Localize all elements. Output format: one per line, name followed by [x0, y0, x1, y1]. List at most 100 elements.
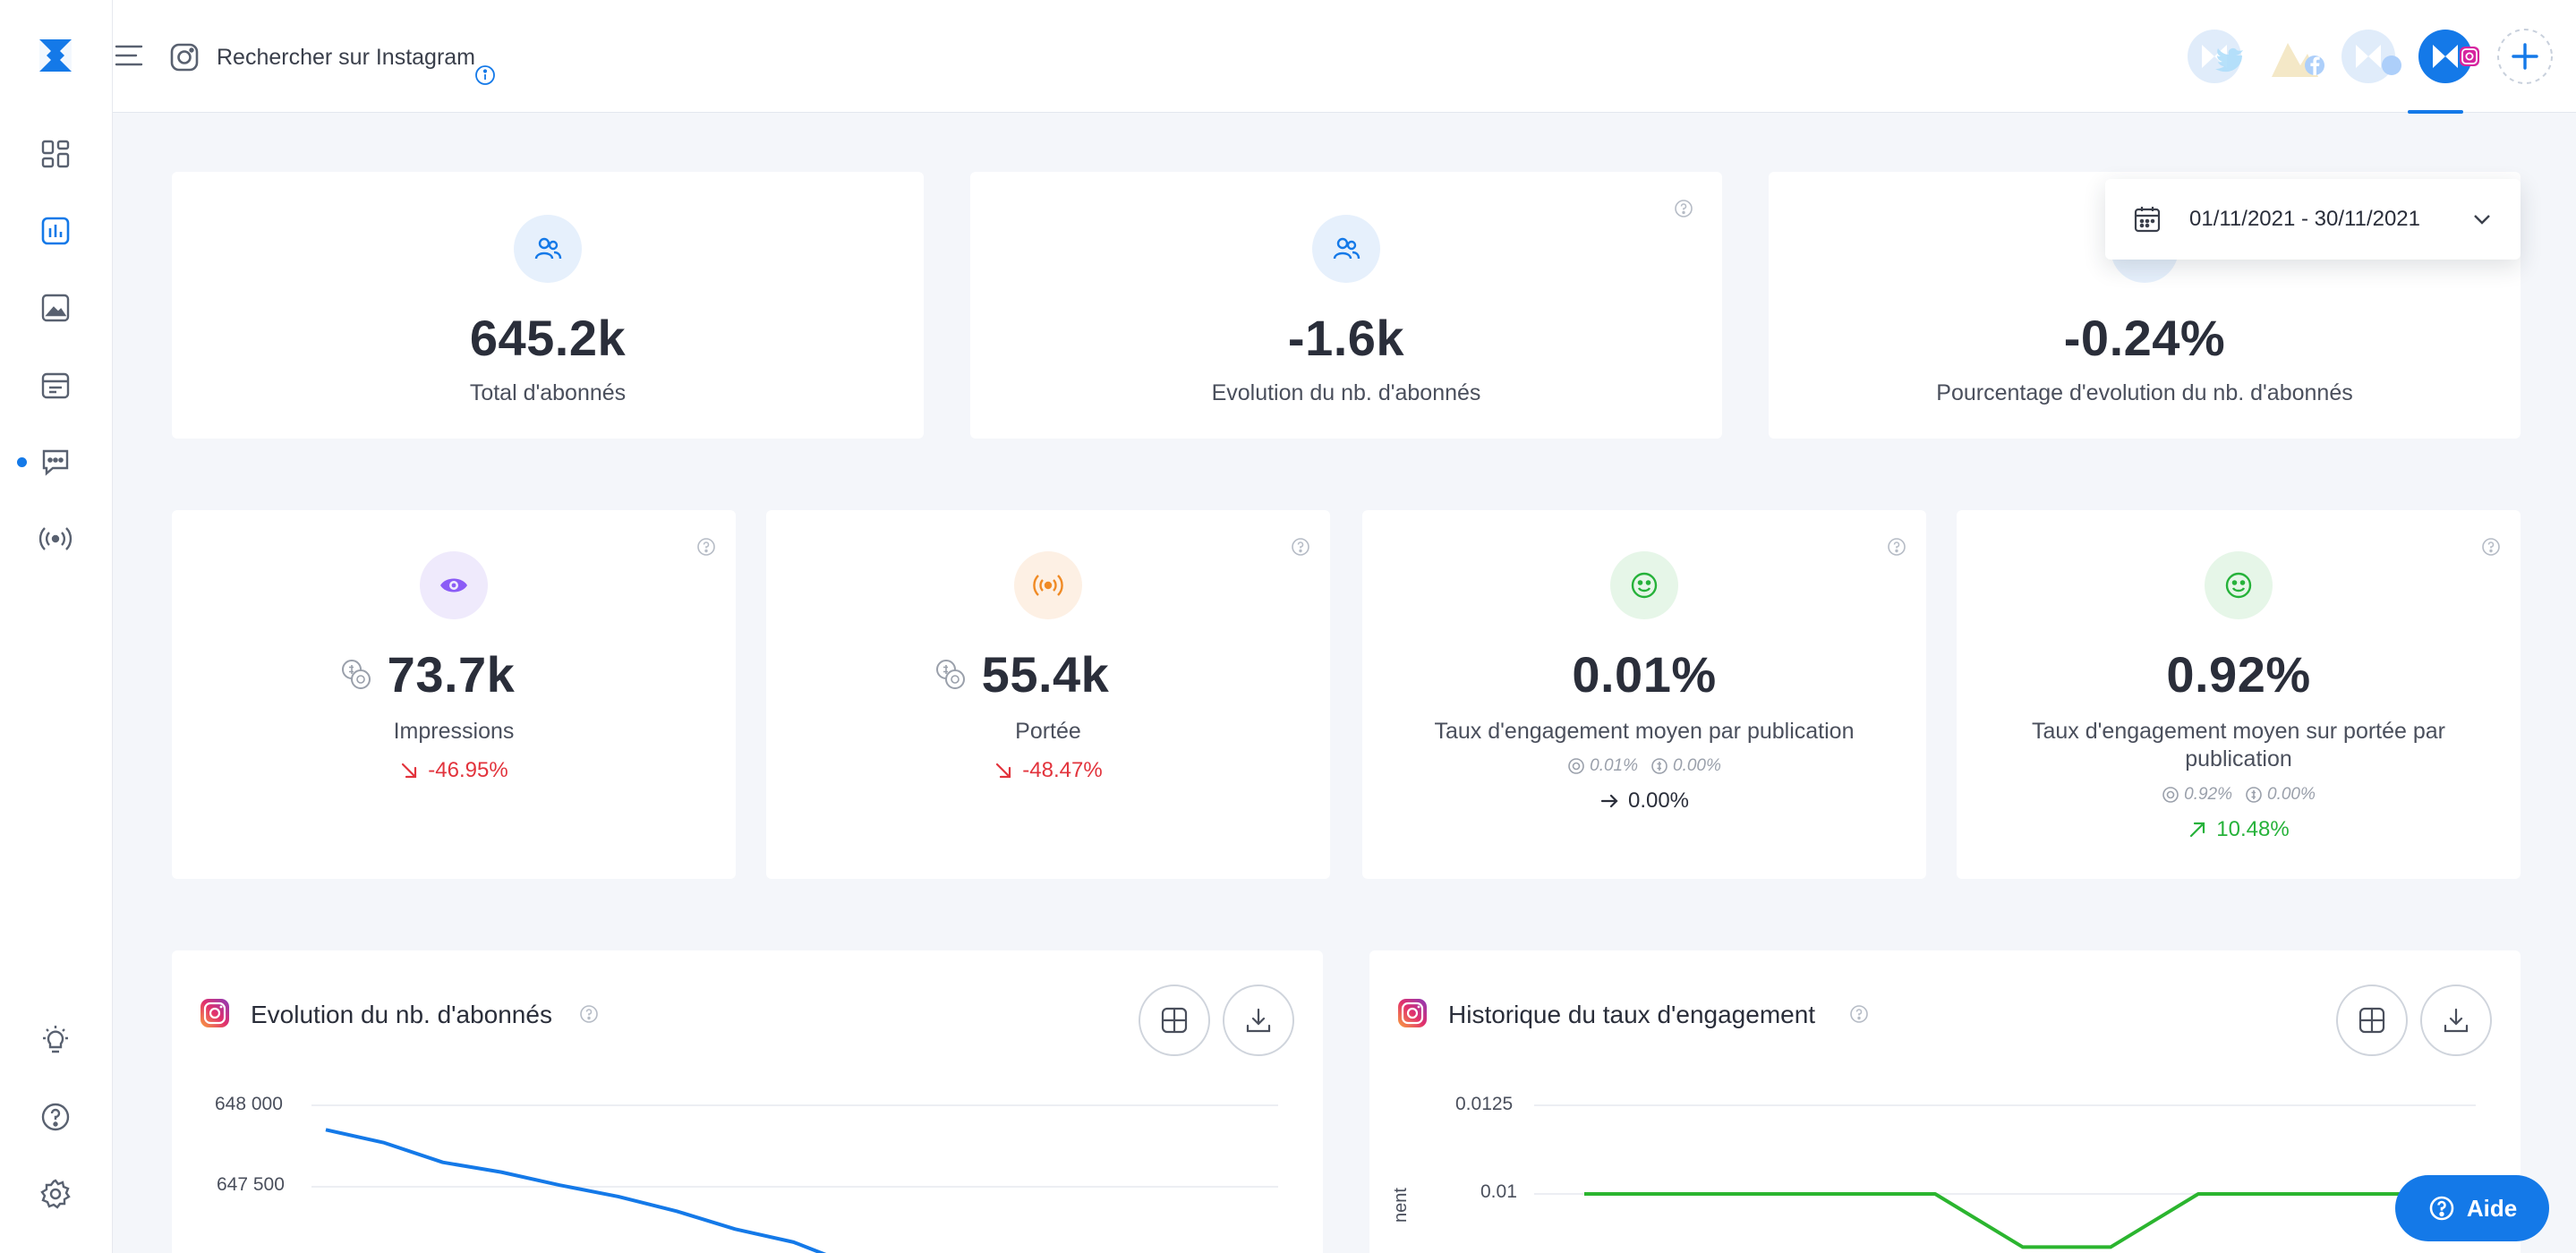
stat-label: Pourcentage d'evolution du nb. d'abonnés	[1936, 380, 2353, 405]
info-icon[interactable]	[474, 64, 496, 86]
download-button[interactable]	[1223, 984, 1294, 1056]
series-line	[1584, 1192, 2461, 1249]
organic-value: 0.01%	[1590, 756, 1638, 776]
series-line	[325, 1128, 827, 1253]
smiley-icon	[1610, 551, 1678, 619]
delta-badge: -46.95%	[399, 758, 508, 783]
help-tooltip-icon[interactable]	[696, 537, 716, 557]
followers-icon	[1312, 215, 1380, 283]
date-range-picker[interactable]: 01/11/2021 - 30/11/2021	[2105, 179, 2521, 260]
stat-card-impressions: 73.7k Impressions -46.95%	[172, 510, 736, 879]
account-twitter[interactable]	[2186, 25, 2248, 88]
arrow-down-right-icon	[402, 763, 417, 779]
help-tooltip-icon[interactable]	[579, 1004, 599, 1024]
stat-value: 0.92%	[2166, 646, 2311, 703]
listening-icon[interactable]	[36, 519, 75, 558]
ideas-icon[interactable]	[36, 1020, 75, 1060]
help-icon[interactable]	[36, 1097, 75, 1137]
delta-value: -46.95%	[428, 758, 508, 783]
delta-badge: 10.48%	[2188, 816, 2290, 842]
analytics-icon[interactable]	[36, 211, 75, 251]
stat-card-engagement-rate: 0.01% Taux d'engagement moyen par public…	[1362, 510, 1926, 879]
media-library-icon[interactable]	[36, 288, 75, 328]
grid-icon	[2358, 1007, 2385, 1034]
paid-value: 0.00%	[2267, 784, 2316, 804]
stat-label: Total d'abonnés	[469, 380, 627, 405]
y-tick: 0.01	[1480, 1181, 1517, 1202]
instagram-icon	[170, 43, 199, 72]
delta-badge: 0.00%	[1599, 788, 1689, 814]
stat-value: -1.6k	[1287, 310, 1405, 366]
arrow-down-right-icon	[996, 763, 1011, 779]
calendar-icon	[2134, 207, 2161, 233]
stat-card-engagement-reach-rate: 0.92% Taux d'engagement moyen sur portée…	[1957, 510, 2521, 879]
aide-help-button[interactable]: Aide	[2395, 1175, 2549, 1241]
organic-icon	[2162, 786, 2179, 803]
instagram-logo-icon	[1398, 999, 1427, 1027]
stat-label: Portée	[1015, 719, 1081, 744]
organic-value: 0.92%	[2184, 784, 2232, 804]
coins-icon	[341, 660, 371, 689]
stat-value: -0.24%	[2063, 310, 2226, 366]
account-switcher	[2186, 25, 2556, 88]
stat-label: Taux d'engagement moyen par publication	[1434, 719, 1855, 744]
dashboard-icon[interactable]	[36, 134, 75, 174]
help-tooltip-icon[interactable]	[1849, 1004, 1869, 1024]
y-tick: 648 000	[215, 1094, 283, 1114]
calendar-icon[interactable]	[36, 365, 75, 405]
search-input[interactable]: Rechercher sur Instagram	[217, 44, 476, 70]
settings-icon[interactable]	[36, 1174, 75, 1214]
stat-card-reach: 55.4k Portée -48.47%	[766, 510, 1330, 879]
followers-icon	[514, 215, 582, 283]
stat-card-total-followers: 645.2k Total d'abonnés	[172, 172, 924, 439]
add-account-button[interactable]	[2494, 25, 2556, 88]
y-tick: 647 500	[217, 1174, 285, 1195]
stat-label: Taux d'engagement moyen sur portée par p…	[2032, 719, 2445, 772]
menu-icon[interactable]	[113, 39, 145, 72]
unread-indicator	[17, 457, 27, 467]
messages-icon[interactable]	[36, 442, 75, 482]
eye-icon	[420, 551, 488, 619]
y-tick: 0.0125	[1455, 1094, 1514, 1114]
account-instagram-active[interactable]	[2417, 25, 2479, 88]
download-icon	[1246, 1008, 1271, 1033]
search-bar[interactable]: Rechercher sur Instagram	[168, 36, 475, 79]
stat-value: 645.2k	[469, 310, 627, 366]
chevron-down-icon[interactable]	[2470, 208, 2494, 231]
help-tooltip-icon[interactable]	[1291, 537, 1310, 557]
stat-card-followers-evolution: -1.6k Evolution du nb. d'abonnés	[970, 172, 1722, 439]
stat-value: 0.01%	[1572, 646, 1717, 703]
table-view-button[interactable]	[2336, 984, 2408, 1056]
topbar: Rechercher sur Instagram	[113, 0, 2576, 113]
paid-icon	[1651, 758, 1668, 775]
account-facebook-2[interactable]	[2340, 25, 2402, 88]
arrow-up-right-icon	[2190, 822, 2205, 837]
download-button[interactable]	[2420, 984, 2492, 1056]
account-facebook-1[interactable]	[2263, 25, 2325, 88]
help-tooltip-icon[interactable]	[2481, 537, 2501, 557]
delta-value: -48.47%	[1022, 758, 1103, 783]
chart-title: Historique du taux d'engagement	[1448, 1001, 1816, 1028]
stat-value: 73.7k	[387, 646, 516, 703]
chart-card-engagement-history: Historique du taux d'engagement 0.0125 0…	[1369, 950, 2521, 1253]
question-icon	[2429, 1196, 2454, 1221]
breakdown-row: 0.92% 0.00%	[2162, 785, 2316, 805]
breakdown-row: 0.01% 0.00%	[1567, 756, 1721, 776]
help-tooltip-icon[interactable]	[1674, 199, 1693, 218]
paid-value: 0.00%	[1673, 756, 1721, 776]
paid-icon	[2246, 786, 2262, 803]
active-account-indicator	[2408, 110, 2463, 114]
date-range-value: 01/11/2021 - 30/11/2021	[2189, 207, 2420, 231]
smiley-icon	[2205, 551, 2273, 619]
delta-value: 0.00%	[1627, 788, 1690, 814]
instagram-logo-icon	[200, 999, 229, 1027]
coins-icon	[935, 660, 965, 689]
arrow-right-icon	[1600, 795, 1618, 808]
app-logo[interactable]	[36, 36, 75, 75]
delta-value: 10.48%	[2216, 816, 2290, 841]
stat-value: 55.4k	[981, 646, 1110, 703]
chart-card-followers: Evolution du nb. d'abonnés 648 000 647 5…	[172, 950, 1323, 1253]
sidebar	[0, 0, 113, 1253]
table-view-button[interactable]	[1139, 984, 1210, 1056]
help-tooltip-icon[interactable]	[1887, 537, 1906, 557]
